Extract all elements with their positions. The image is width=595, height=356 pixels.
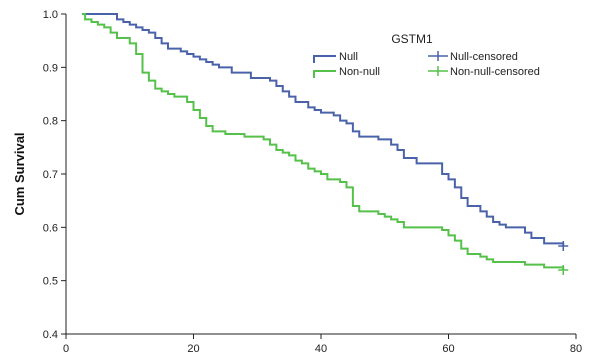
- y-axis-title: Cum Survival: [12, 132, 27, 215]
- legend: GSTM1 Null Null-censored Non-null Non-null-…: [313, 32, 540, 78]
- curve-null: [81, 13, 565, 246]
- x-tick-label: 0: [63, 343, 69, 355]
- x-tick-label: 20: [187, 343, 199, 355]
- curve-non-null: [81, 13, 565, 270]
- censor-mark: [558, 265, 569, 275]
- x-axis-ticks: 0 20 40 60 80: [63, 334, 582, 355]
- y-axis-ticks: 0.4 0.5 0.6 0.7 0.8 0.9 1.0: [43, 9, 66, 341]
- x-tick-label: 40: [315, 343, 327, 355]
- survival-curves: [81, 13, 569, 275]
- y-tick-label: 0.6: [43, 222, 58, 234]
- y-tick-label: 0.4: [43, 329, 58, 341]
- legend-swatch-line: [313, 70, 336, 78]
- legend-swatch-line: [313, 55, 336, 63]
- x-tick-label: 60: [442, 343, 454, 355]
- legend-label: Non-null-censored: [450, 66, 540, 78]
- x-tick-label: 80: [570, 343, 582, 355]
- legend-label: Non-null: [339, 66, 380, 78]
- y-tick-label: 0.9: [43, 62, 58, 74]
- y-tick-label: 0.8: [43, 116, 58, 128]
- legend-label: Null-censored: [450, 51, 518, 63]
- legend-label: Null: [339, 51, 358, 63]
- censor-mark: [558, 241, 569, 251]
- y-tick-label: 0.7: [43, 169, 58, 181]
- y-tick-label: 1.0: [43, 9, 58, 21]
- axes: 0.4 0.5 0.6 0.7 0.8 0.9 1.0 0 20 40 60 80 Cum Surv…: [12, 9, 582, 355]
- y-tick-label: 0.5: [43, 276, 58, 288]
- legend-title: GSTM1: [391, 32, 433, 46]
